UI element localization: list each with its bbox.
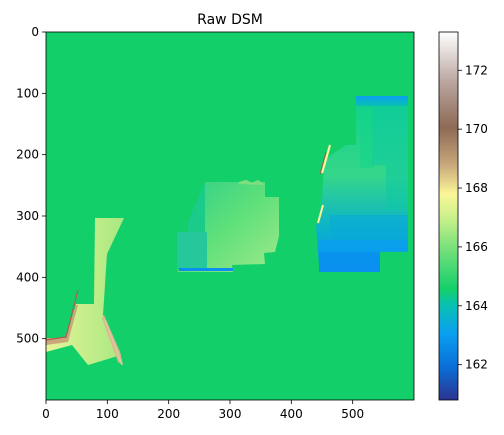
colorbar-tick-label: 172 (465, 63, 488, 77)
y-tick-label: 400 (16, 270, 39, 284)
x-tick-label: 100 (96, 407, 119, 421)
x-tick-label: 300 (219, 407, 242, 421)
colorbar-ticks: 162 164 166 168 170 172 (458, 63, 488, 372)
x-tick-label: 0 (42, 407, 50, 421)
building-center (177, 179, 279, 272)
colorbar: 162 164 166 168 170 172 (438, 31, 488, 401)
y-tick-label: 200 (16, 148, 39, 162)
building-right (316, 96, 408, 272)
x-tick-label: 500 (341, 407, 364, 421)
colorbar-tick-label: 164 (465, 299, 488, 313)
colorbar-tick-label: 170 (465, 122, 488, 136)
y-tick-label: 100 (16, 86, 39, 100)
x-tick-label: 400 (280, 407, 303, 421)
colorbar-tick-label: 168 (465, 181, 488, 195)
y-axis: 0 100 200 300 400 500 (16, 25, 46, 346)
building-left (46, 218, 124, 366)
y-tick-label: 300 (16, 209, 39, 223)
colorbar-tick-label: 162 (465, 358, 488, 372)
heatmap-image (46, 32, 414, 400)
x-tick-label: 200 (157, 407, 180, 421)
chart-title: Raw DSM (197, 12, 263, 28)
colorbar-tick-label: 166 (465, 240, 488, 254)
x-axis: 0 100 200 300 400 500 (42, 400, 364, 421)
colorbar-gradient (438, 31, 459, 401)
y-tick-label: 500 (16, 332, 39, 346)
y-tick-label: 0 (31, 25, 39, 39)
